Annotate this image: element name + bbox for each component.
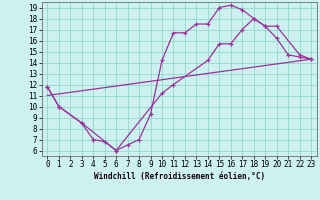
X-axis label: Windchill (Refroidissement éolien,°C): Windchill (Refroidissement éolien,°C): [94, 172, 265, 181]
